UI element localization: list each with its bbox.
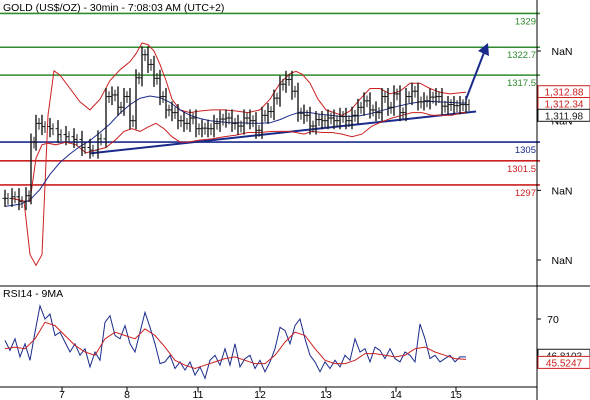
price-badge-label: 1,311.98 bbox=[545, 111, 584, 122]
level-label: 1305 bbox=[515, 145, 536, 156]
x-tick-label: 7 bbox=[59, 389, 65, 400]
price-badge-label: 1,312.88 bbox=[545, 88, 584, 99]
price-y-tick-label: NaN bbox=[551, 46, 572, 58]
rsi-pane bbox=[4, 303, 467, 380]
level-label: 1297 bbox=[515, 188, 536, 199]
x-tick-label: 14 bbox=[390, 389, 402, 400]
x-tick-label: 12 bbox=[254, 389, 266, 400]
price-y-tick-label: NaN bbox=[551, 255, 572, 267]
rsi-badge-box bbox=[537, 355, 590, 369]
price-badge-label: 1,312.34 bbox=[545, 100, 584, 111]
level-label: 1329 bbox=[515, 16, 536, 27]
x-tick-label: 15 bbox=[450, 389, 462, 400]
rsi-line bbox=[4, 303, 466, 380]
rsi-chart-title: RSI14 - 9MA bbox=[3, 288, 63, 300]
price-pane: 1329 1322.7 1317.5 1305 1301.5 1297 bbox=[0, 12, 540, 267]
price-badge-box bbox=[537, 108, 590, 122]
projection-arrow-shaft bbox=[465, 49, 486, 100]
rsi-y-tick-label: 70 bbox=[547, 314, 559, 326]
x-tick-label: 13 bbox=[320, 389, 332, 400]
price-chart-title: GOLD (US$/OZ) - 30min - 7:08:03 AM (UTC+… bbox=[3, 2, 224, 14]
bollinger-band-line bbox=[11, 42, 467, 267]
support-trendline bbox=[89, 110, 477, 155]
x-tick-label: 8 bbox=[124, 389, 130, 400]
bollinger-band-line bbox=[11, 112, 466, 202]
rsi-badge-label: 45.5247 bbox=[546, 358, 583, 369]
level-label: 1317.5 bbox=[507, 78, 536, 89]
x-tick-label: 11 bbox=[193, 389, 204, 400]
rsi-ma-line bbox=[4, 321, 467, 370]
projection-arrow-head bbox=[478, 42, 489, 56]
level-label: 1322.7 bbox=[507, 50, 536, 61]
price-y-tick-label: NaN bbox=[551, 185, 572, 197]
level-label: 1301.5 bbox=[507, 164, 536, 175]
